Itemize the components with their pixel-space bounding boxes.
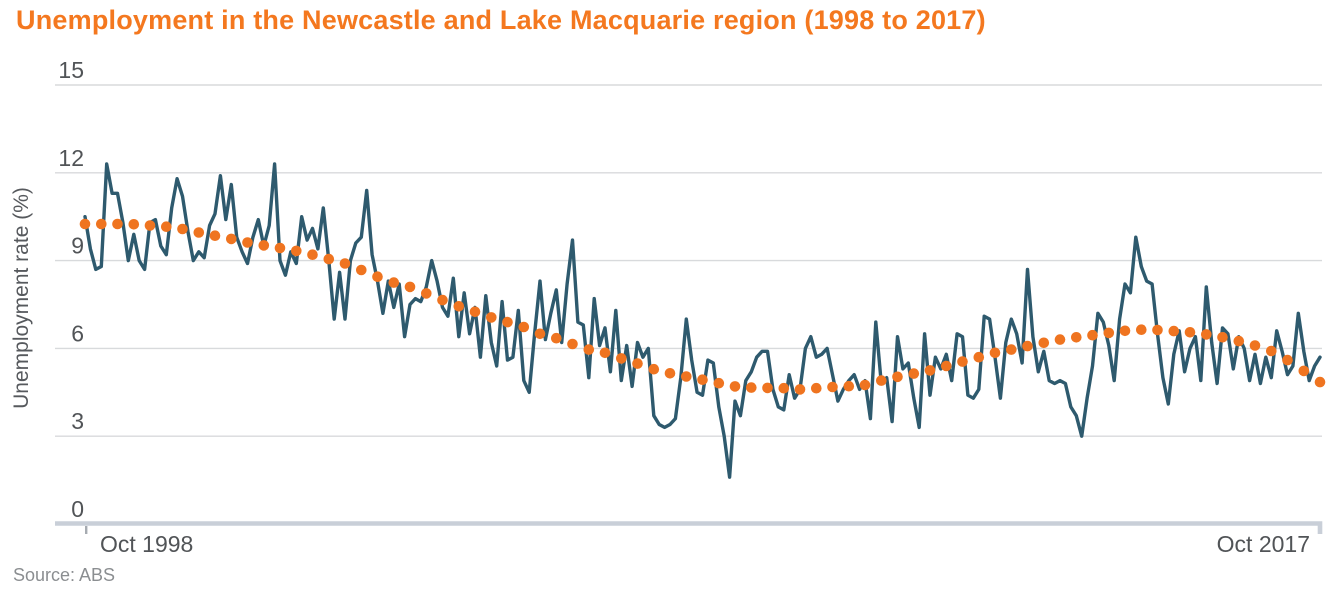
trend-dot — [79, 218, 91, 230]
trend-dot — [1071, 332, 1082, 343]
trend-dot — [226, 233, 237, 245]
x-axis-start-tick — [85, 526, 88, 534]
trend-dot — [599, 347, 611, 359]
trend-dot — [632, 358, 643, 369]
chart-title: Unemployment in the Newcastle and Lake M… — [16, 5, 986, 35]
trend-dot — [161, 221, 172, 232]
trend-dot — [258, 240, 270, 251]
y-tick-label: 0 — [71, 496, 84, 522]
trend-dot — [307, 249, 318, 260]
trend-dot — [778, 382, 790, 394]
trend-dot — [209, 230, 221, 241]
trend-dot — [729, 381, 741, 392]
trend-dot — [274, 242, 286, 254]
trend-dot — [1184, 327, 1196, 338]
trend-dot — [876, 375, 887, 386]
trend-dot — [924, 365, 936, 376]
y-tick-label: 3 — [71, 408, 84, 434]
trend-dot — [388, 277, 400, 288]
trend-dot — [567, 338, 578, 350]
trend-dot — [713, 377, 725, 389]
x-axis-label-start: Oct 1998 — [100, 531, 194, 557]
trend-dot — [551, 332, 562, 344]
unemployment-rate-line — [83, 162, 1322, 479]
trend-dot — [1249, 340, 1261, 351]
trend-dot — [96, 218, 107, 230]
trend-dot — [112, 218, 123, 230]
trend-dot — [1006, 344, 1017, 355]
trend-dot — [681, 371, 692, 382]
trend-dot — [1119, 325, 1131, 337]
trend-dot — [794, 384, 806, 395]
trend-dot — [908, 368, 920, 379]
trend-dot — [664, 368, 676, 379]
source-note: Source: ABS — [13, 565, 116, 585]
trend-dot — [1022, 340, 1033, 352]
trend-dot — [437, 294, 448, 306]
trend-dot — [242, 237, 253, 248]
trend-dot — [177, 223, 188, 235]
trend-dot — [1201, 329, 1212, 340]
trend-dot — [534, 328, 546, 340]
x-axis-label-end: Oct 2017 — [1216, 531, 1310, 557]
trend-dot — [1314, 376, 1326, 388]
trend-dot — [1054, 334, 1066, 345]
trend-dot — [1282, 354, 1293, 366]
trend-dot — [469, 306, 481, 318]
trend-dot — [989, 347, 1001, 359]
trend-dot — [616, 353, 627, 364]
trend-dot — [1266, 345, 1277, 357]
trend-dot — [973, 351, 985, 363]
trend-dot — [843, 380, 855, 392]
y-tick-label: 6 — [71, 320, 84, 346]
trend-dot — [1152, 324, 1163, 336]
trend-dot — [356, 264, 367, 276]
trend-dot — [827, 381, 838, 393]
trend-dot — [291, 245, 302, 257]
x-axis-line — [55, 521, 1323, 534]
trend-dot — [502, 316, 513, 328]
trend-dot — [648, 363, 660, 375]
trend-dot — [193, 227, 205, 238]
trend-dot — [762, 382, 773, 394]
trend-dot — [372, 271, 383, 283]
trend-dot — [1136, 324, 1147, 336]
trend-dot — [811, 382, 822, 394]
trend-dot — [453, 301, 465, 312]
trend-dot — [1217, 332, 1228, 343]
trend-dot — [859, 379, 871, 391]
y-tick-label: 9 — [71, 233, 84, 259]
trend-dot — [957, 356, 968, 367]
trend-dot — [128, 219, 140, 230]
y-tick-label: 12 — [58, 145, 84, 171]
trend-dot — [1038, 337, 1050, 349]
trend-dot — [404, 281, 416, 293]
trend-dot — [1233, 335, 1245, 347]
y-tick-label: 15 — [58, 57, 84, 83]
trend-dot — [941, 360, 952, 372]
trend-dot — [583, 344, 595, 355]
trend-dot — [1298, 365, 1310, 377]
trend-dot — [1168, 325, 1180, 337]
trend-dot — [746, 382, 757, 393]
trend-dot — [421, 288, 432, 299]
trend-dot — [1087, 329, 1098, 341]
trend-dot — [1103, 327, 1115, 339]
trend-dot — [486, 312, 497, 323]
trend-dot — [518, 321, 530, 333]
trend-dot — [144, 220, 156, 231]
trend-dot — [697, 374, 708, 386]
trend-dot — [323, 253, 335, 265]
trend-dot — [339, 258, 351, 269]
trend-dot — [892, 371, 903, 383]
